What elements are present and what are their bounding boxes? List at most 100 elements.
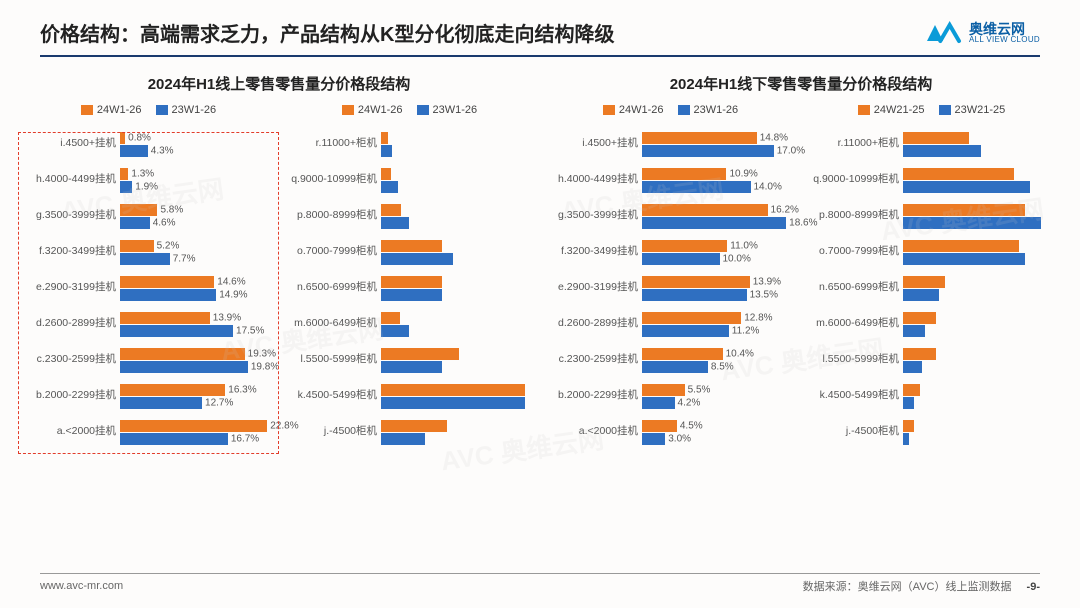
category-label: l.5500-5999柜机 [805, 354, 903, 366]
category-label: m.6000-6499柜机 [283, 318, 381, 330]
bar-value-label: 14.6% [214, 276, 245, 287]
bar-row: g.3500-3999挂机5.8%4.6% [22, 198, 275, 234]
chart-title: 2024年H1线下零售零售量分价格段结构 [542, 73, 1060, 94]
logo-text-cn: 奥维云网 [969, 22, 1040, 36]
bar-pair: 4.5% 3.0% [642, 414, 797, 450]
bar-series-b [381, 253, 453, 265]
legend-label: 23W21-25 [955, 104, 1006, 116]
legend-swatch [678, 105, 690, 115]
legend-item: 24W1-26 [603, 104, 664, 116]
bar-value-label: 11.2% [729, 325, 760, 336]
bar-series-b: 8.5% [642, 361, 708, 373]
bar-series-a [903, 132, 969, 144]
bar-value-label: 16.2% [768, 204, 799, 215]
bar-value-label: 14.0% [751, 181, 782, 192]
category-label: q.9000-10999柜机 [283, 174, 381, 186]
bar-series-b: 4.3% [120, 145, 148, 157]
bar-series-b: 17.5% [120, 325, 233, 337]
bar-value-label: 10.0% [720, 253, 751, 264]
bar-series-b: 14.9% [120, 289, 216, 301]
category-label: b.2000-2299挂机 [544, 390, 642, 402]
bar-row: r.11000+柜机 [283, 126, 536, 162]
bar-pair: 13.9%13.5% [642, 270, 797, 306]
bars-area: i.4500+挂机0.8%4.3%h.4000-4499挂机1.3%1.9%g.… [20, 126, 277, 450]
legend-swatch [156, 105, 168, 115]
bar-series-a [903, 420, 914, 432]
bar-row: d.2600-2899挂机13.9%17.5% [22, 306, 275, 342]
category-label: n.6500-6999柜机 [283, 282, 381, 294]
subchart: 24W1-26 23W1-26 i.4500+挂机14.8%17.0%h.4000-… [542, 104, 799, 450]
bar-series-a: 1.3% [120, 168, 128, 180]
bar-row: a.<2000挂机22.8%16.7% [22, 414, 275, 450]
bar-value-label: 12.7% [202, 397, 233, 408]
bar-series-a: 10.9% [642, 168, 726, 180]
charts-container: 2024年H1线上零售零售量分价格段结构24W1-2623W1-26i.4500… [0, 67, 1080, 450]
chart-panel: 2024年H1线上零售零售量分价格段结构24W1-2623W1-26i.4500… [20, 67, 538, 450]
legend-label: 24W21-25 [874, 104, 925, 116]
bar-series-b: 4.2% [642, 397, 675, 409]
bar-series-b [381, 433, 425, 445]
legend-swatch [858, 105, 870, 115]
footer-rule [40, 573, 1040, 574]
bar-pair [903, 306, 1058, 342]
bar-series-a: 12.8% [642, 312, 741, 324]
bar-series-b [381, 181, 398, 193]
bar-series-a [381, 240, 442, 252]
legend-swatch [939, 105, 951, 115]
bar-value-label: 4.6% [150, 217, 176, 228]
bar-series-a [903, 204, 1025, 216]
bar-series-a [381, 168, 391, 180]
header-rule [40, 55, 1040, 57]
bar-series-a [381, 276, 442, 288]
bar-row: l.5500-5999柜机 [283, 342, 536, 378]
bar-row: p.8000-8999柜机 [805, 198, 1058, 234]
bar-series-b: 3.0% [642, 433, 665, 445]
category-label: a.<2000挂机 [22, 426, 120, 438]
logo-icon [923, 21, 963, 45]
category-label: i.4500+挂机 [22, 138, 120, 150]
bar-series-b [381, 361, 442, 373]
bar-row: n.6500-6999柜机 [283, 270, 536, 306]
bar-row: g.3500-3999挂机16.2%18.6% [544, 198, 797, 234]
page-title: 价格结构：高端需求乏力，产品结构从K型分化彻底走向结构降级 [40, 18, 614, 47]
bar-pair: 13.9%17.5% [120, 306, 275, 342]
bar-pair: 16.3%12.7% [120, 378, 275, 414]
bar-value-label: 4.2% [675, 397, 701, 408]
bar-pair [381, 270, 536, 306]
bar-series-a [903, 348, 936, 360]
bar-pair [903, 270, 1058, 306]
category-label: b.2000-2299挂机 [22, 390, 120, 402]
category-label: g.3500-3999挂机 [22, 210, 120, 222]
bar-series-a: 10.4% [642, 348, 723, 360]
legend-item: 23W1-26 [678, 104, 739, 116]
bar-pair [381, 234, 536, 270]
bars-area: i.4500+挂机14.8%17.0%h.4000-4499挂机10.9%14.… [542, 126, 799, 450]
bar-series-a [381, 384, 525, 396]
bar-value-label: 17.5% [233, 325, 264, 336]
bars-area: r.11000+柜机q.9000-10999柜机p.8000-8999柜机o.7… [281, 126, 538, 450]
category-label: e.2900-3199挂机 [544, 282, 642, 294]
bar-pair [903, 342, 1058, 378]
bar-pair: 0.8% 4.3% [120, 126, 275, 162]
bar-value-label: 4.5% [677, 420, 703, 431]
bar-value-label: 10.4% [723, 348, 754, 359]
bar-value-label: 12.8% [741, 312, 772, 323]
bar-series-a: 16.3% [120, 384, 225, 396]
category-label: k.4500-5499柜机 [283, 390, 381, 402]
bar-row: h.4000-4499挂机10.9%14.0% [544, 162, 797, 198]
bar-row: m.6000-6499柜机 [805, 306, 1058, 342]
bar-pair [903, 126, 1058, 162]
bar-series-b: 10.0% [642, 253, 720, 265]
chart-legend: 24W21-25 23W21-25 [803, 104, 1060, 116]
bar-series-b: 7.7% [120, 253, 170, 265]
bar-row: k.4500-5499柜机 [805, 378, 1058, 414]
category-label: r.11000+柜机 [283, 138, 381, 150]
bar-pair [903, 234, 1058, 270]
legend-item: 24W1-26 [342, 104, 403, 116]
chart-legend: 24W1-2623W1-26 [20, 104, 277, 116]
category-label: g.3500-3999挂机 [544, 210, 642, 222]
legend-item: 24W21-25 [858, 104, 925, 116]
legend-label: 24W1-26 [619, 104, 664, 116]
legend-swatch [603, 105, 615, 115]
bar-value-label: 0.8% [125, 132, 151, 143]
